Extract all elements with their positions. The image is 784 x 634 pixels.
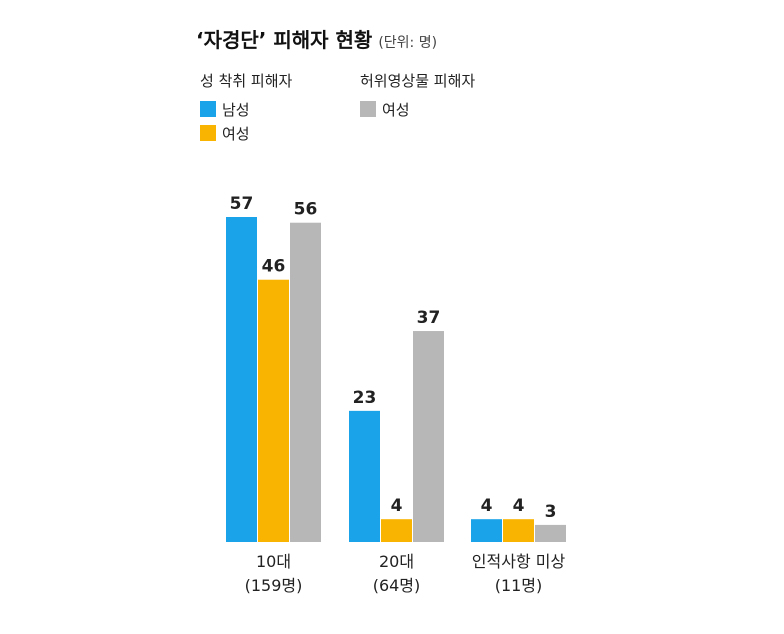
data-label-0-1: 46 [262, 257, 286, 277]
unit-text: (단위: 명) [378, 35, 438, 51]
legend-item-female-deepfake: 여성 [360, 97, 475, 121]
legend-item-male: 남성 [200, 97, 292, 121]
bar-2-2 [535, 524, 566, 542]
legend-group-title: 허위영상물 피해자 [360, 72, 476, 90]
bar-2-1 [503, 519, 534, 542]
legend-group-deepfake: 허위영상물 피해자 여성 [360, 70, 475, 121]
bar-1-1 [381, 519, 412, 542]
legend-item-female: 여성 [200, 121, 292, 145]
data-label-2-0: 4 [481, 496, 493, 516]
data-label-1-2: 37 [417, 308, 441, 328]
legend-label: 여성 [382, 100, 410, 119]
legend-label: 여성 [222, 124, 250, 143]
bar-0-2 [290, 222, 321, 542]
data-label-0-0: 57 [230, 194, 254, 214]
category-name: 인적사항 미상 [471, 552, 566, 571]
data-label-2-1: 4 [513, 496, 525, 516]
bar-0-0 [226, 217, 257, 542]
category-total: (64명) [372, 576, 421, 595]
legend-swatch-gray [360, 101, 376, 117]
legend-group-title: 성 착취 피해자 [200, 72, 293, 90]
category-name: 10대 [255, 552, 292, 571]
data-label-1-1: 4 [391, 496, 403, 516]
category-label-2: 인적사항 미상 (11명) [449, 550, 589, 598]
legend-group-sexual-exploitation: 성 착취 피해자 남성 여성 [200, 70, 292, 145]
legend-label: 남성 [222, 100, 250, 119]
title-text: ‘자경단’ 피해자 현황 [196, 28, 373, 52]
data-label-1-0: 23 [353, 388, 377, 408]
bar-2-0 [471, 519, 502, 542]
bar-1-0 [349, 410, 380, 542]
category-name: 20대 [378, 552, 415, 571]
bar-0-1 [258, 279, 289, 542]
category-label-1: 20대 (64명) [327, 550, 467, 598]
bar-1-2 [413, 331, 444, 542]
legend-swatch-yellow [200, 125, 216, 141]
category-total: (159명) [244, 576, 303, 595]
category-label-0: 10대 (159명) [204, 550, 344, 598]
legend-swatch-blue [200, 101, 216, 117]
chart-title: ‘자경단’ 피해자 현황 (단위: 명) [196, 24, 437, 53]
category-total: (11명) [494, 576, 543, 595]
data-label-0-2: 56 [294, 200, 318, 220]
data-label-2-2: 3 [545, 502, 557, 522]
